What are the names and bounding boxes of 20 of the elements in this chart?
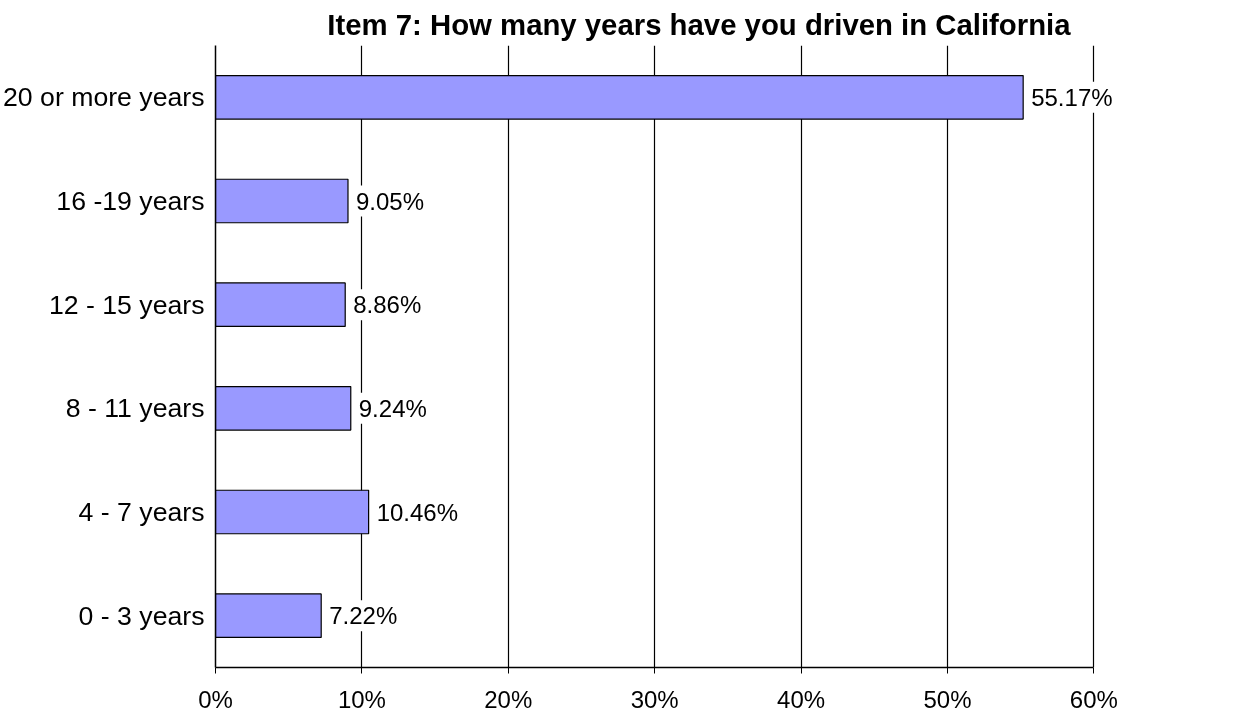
x-tick-label: 40%	[777, 685, 826, 713]
x-tick-label: 10%	[337, 685, 386, 713]
y-tick-label: 0 - 3 years	[78, 600, 205, 631]
data-label: 8.86%	[353, 291, 422, 319]
data-label: 10.46%	[376, 498, 459, 526]
y-tick-label: 12 - 15 years	[48, 289, 205, 320]
data-label: 9.24%	[358, 394, 427, 422]
y-tick-label: 4 - 7 years	[78, 497, 205, 527]
x-tick-label: 30%	[630, 685, 679, 713]
data-label: 7.22%	[329, 602, 398, 630]
data-label: 55.17%	[1031, 83, 1113, 111]
y-tick-label: 16 -19 years	[56, 186, 205, 216]
x-tick-label: 20%	[484, 685, 533, 713]
y-tick-label: 8 - 11 years	[65, 393, 205, 424]
x-tick-label: 0%	[198, 685, 233, 713]
data-label: 9.05%	[355, 187, 425, 215]
x-tick-label: 60%	[1069, 685, 1118, 713]
y-tick-label: 20 or more years	[3, 82, 205, 113]
x-tick-label: 50%	[923, 685, 972, 713]
chart-title: Item 7: How many years have you driven in California	[327, 7, 1072, 41]
